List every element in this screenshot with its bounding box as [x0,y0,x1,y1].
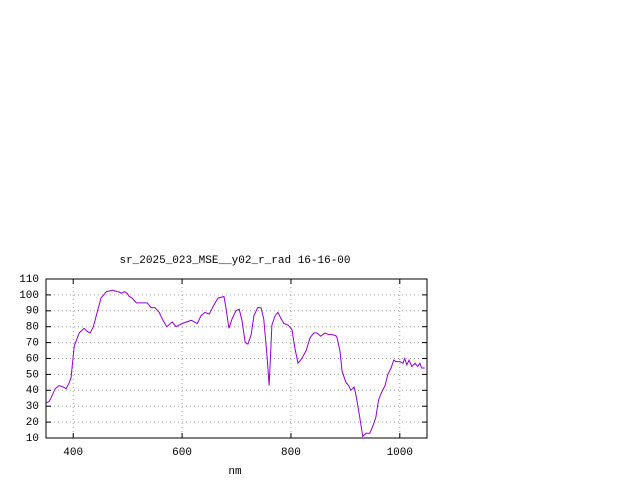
x-tick-label: 800 [281,447,301,459]
y-tick-label: 90 [26,306,39,318]
x-tick-label: 400 [63,447,83,459]
x-tick-label: 600 [172,447,192,459]
y-tick-label: 20 [26,417,39,429]
data-line [45,289,425,438]
y-tick-label: 70 [26,338,39,350]
y-tick-label: 110 [19,274,39,286]
y-tick-label: 10 [26,433,39,445]
chart-title: sr_2025_023_MSE__y02_r_rad 16-16-00 [119,255,350,267]
x-axis-label: nm [228,466,242,478]
y-tick-label: 50 [26,369,39,381]
plot-border [45,278,428,439]
y-tick-label: 40 [26,385,39,397]
y-tick-label: 30 [26,401,39,413]
y-tick-label: 100 [19,290,39,302]
y-tick-label: 80 [26,322,39,334]
x-tick-label: 1000 [387,447,413,459]
y-tick-label: 60 [26,353,39,365]
